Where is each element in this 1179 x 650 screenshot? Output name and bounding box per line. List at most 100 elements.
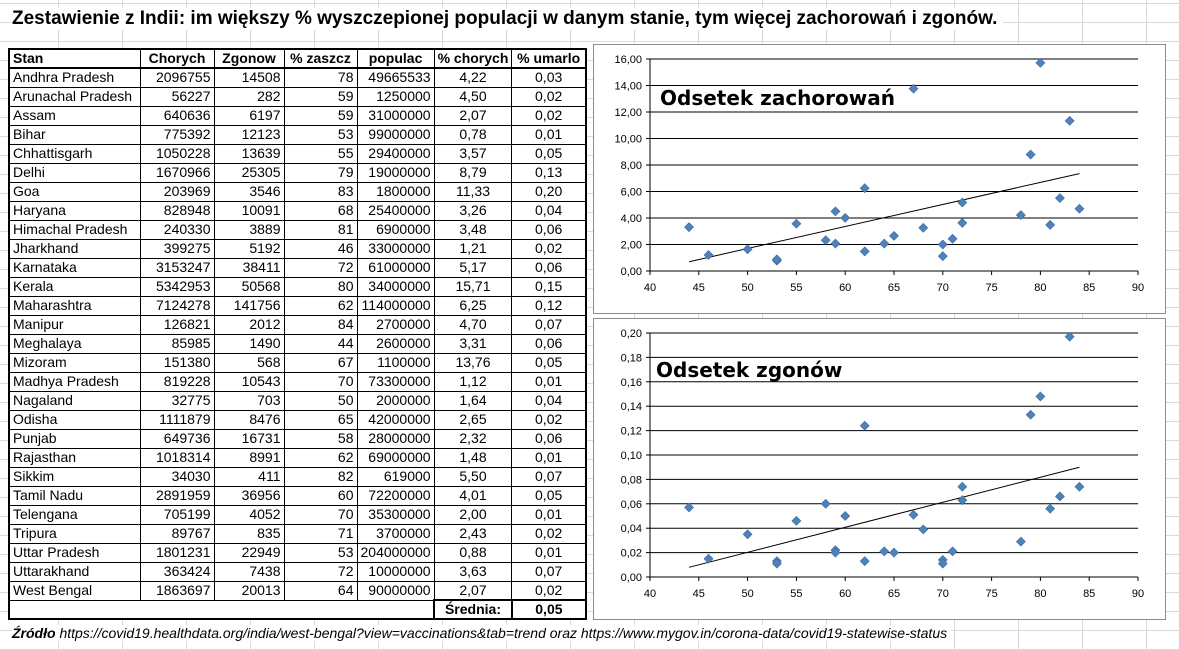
y-tick-label: 0,10 bbox=[621, 450, 642, 462]
data-table: Stan Chorych Zgonow % zaszcz populac % c… bbox=[8, 48, 587, 620]
x-tick-label: 60 bbox=[839, 282, 851, 294]
cell-pct-umarlo: 0,02 bbox=[511, 105, 587, 126]
cell-populac: 61000000 bbox=[356, 257, 435, 278]
cell-populac: 2700000 bbox=[356, 314, 435, 335]
cell-pct-chorych: 5,50 bbox=[433, 466, 513, 487]
data-point bbox=[879, 546, 890, 557]
cell-chorych: 85985 bbox=[139, 333, 215, 354]
cell-pct-chorych: 4,50 bbox=[433, 86, 513, 107]
chart-deaths: 0,00 0,02 0,04 0,06 0,08 0,10 0,12 0,14 0,16 0,18… bbox=[593, 318, 1166, 620]
table-row: West Bengal 1863697 20013 64 90000000 2,07 0,0… bbox=[8, 580, 587, 601]
table-row: Tamil Nadu 2891959 36956 60 72200000 4,01 0,05 bbox=[8, 485, 587, 506]
x-tick-label: 70 bbox=[937, 588, 949, 600]
cell-zgonow: 1490 bbox=[213, 333, 285, 354]
cell-stan: Punjab bbox=[8, 428, 141, 449]
cell-populac: 28000000 bbox=[356, 428, 435, 449]
cell-pct-chorych: 4,70 bbox=[433, 314, 513, 335]
cell-chorych: 819228 bbox=[139, 371, 215, 392]
cell-pct-chorych: 3,26 bbox=[433, 200, 513, 221]
table-row: Goa 203969 3546 83 1800000 11,33 0,20 bbox=[8, 181, 587, 202]
data-point bbox=[771, 558, 782, 569]
cell-pct-umarlo: 0,02 bbox=[511, 409, 587, 430]
cell-pct-umarlo: 0,01 bbox=[511, 447, 587, 468]
cell-zgonow: 25305 bbox=[213, 162, 285, 183]
cell-chorych: 705199 bbox=[139, 504, 215, 525]
y-tick-label: 4,00 bbox=[621, 213, 642, 225]
cell-pct-chorych: 1,21 bbox=[433, 238, 513, 259]
cell-populac: 114000000 bbox=[356, 295, 435, 316]
cell-stan: Delhi bbox=[8, 162, 141, 183]
cell-zgonow: 282 bbox=[213, 86, 285, 107]
data-point bbox=[840, 212, 851, 223]
table-row: Nagaland 32775 703 50 2000000 1,64 0,04 bbox=[8, 390, 587, 411]
data-point bbox=[1015, 210, 1026, 221]
data-point bbox=[908, 83, 919, 94]
x-tick-label: 80 bbox=[1034, 282, 1046, 294]
x-tick-label: 45 bbox=[693, 588, 705, 600]
table-row: Andhra Pradesh 2096755 14508 78 49665533 4,22… bbox=[8, 67, 587, 88]
cell-zaszcz: 65 bbox=[283, 409, 358, 430]
cell-zaszcz: 70 bbox=[283, 504, 358, 525]
cell-pct-umarlo: 0,13 bbox=[511, 162, 587, 183]
cell-zaszcz: 84 bbox=[283, 314, 358, 335]
cell-zgonow: 20013 bbox=[213, 580, 285, 601]
table-row: Assam 640636 6197 59 31000000 2,07 0,02 bbox=[8, 105, 587, 126]
data-point bbox=[820, 498, 831, 509]
cell-pct-umarlo: 0,12 bbox=[511, 295, 587, 316]
cell-chorych: 1111879 bbox=[139, 409, 215, 430]
cell-chorych: 3153247 bbox=[139, 257, 215, 278]
cell-chorych: 203969 bbox=[139, 181, 215, 202]
data-point bbox=[840, 511, 851, 521]
y-tick-label: 6,00 bbox=[621, 187, 642, 199]
table-row: Telengana 705199 4052 70 35300000 2,00 0,01 bbox=[8, 504, 587, 525]
y-tick-label: 0,14 bbox=[621, 401, 642, 413]
table-header-row: Stan Chorych Zgonow % zaszcz populac % c… bbox=[8, 48, 587, 69]
table-row: Tripura 89767 835 71 3700000 2,43 0,02 bbox=[8, 523, 587, 544]
cell-stan: Assam bbox=[8, 105, 141, 126]
data-point bbox=[1064, 331, 1075, 342]
cell-chorych: 399275 bbox=[139, 238, 215, 259]
x-tick-label: 85 bbox=[1083, 282, 1095, 294]
cell-pct-umarlo: 0,01 bbox=[511, 542, 587, 563]
cell-chorych: 89767 bbox=[139, 523, 215, 544]
cell-pct-umarlo: 0,02 bbox=[511, 238, 587, 259]
source-note: Źródło https://covid19.healthdata.org/in… bbox=[12, 625, 952, 641]
cell-pct-umarlo: 0,03 bbox=[511, 67, 587, 88]
data-point bbox=[1064, 115, 1075, 126]
data-point bbox=[742, 244, 753, 255]
table-row: Uttarakhand 363424 7438 72 10000000 3,63 0,07 bbox=[8, 561, 587, 582]
chart-deaths-svg: 0,00 0,02 0,04 0,06 0,08 0,10 0,12 0,14 0,16 0,18… bbox=[621, 328, 1145, 600]
cell-stan: Telengana bbox=[8, 504, 141, 525]
cell-populac: 10000000 bbox=[356, 561, 435, 582]
cell-populac: 619000 bbox=[356, 466, 435, 487]
cell-chorych: 7124278 bbox=[139, 295, 215, 316]
data-point bbox=[1025, 409, 1036, 420]
chart-cases: 0,00 2,00 4,00 6,00 8,00 10,00 12,00 14,00 16,00… bbox=[593, 44, 1166, 314]
y-tick-label: 0,04 bbox=[621, 523, 642, 535]
cell-pct-umarlo: 0,02 bbox=[511, 580, 587, 601]
x-tick-label: 55 bbox=[790, 588, 802, 600]
table-row: Karnataka 3153247 38411 72 61000000 5,17 0,06 bbox=[8, 257, 587, 278]
cell-populac: 6900000 bbox=[356, 219, 435, 240]
cell-chorych: 640636 bbox=[139, 105, 215, 126]
cell-pct-umarlo: 0,05 bbox=[511, 143, 587, 164]
cell-stan: Jharkhand bbox=[8, 238, 141, 259]
cell-zaszcz: 83 bbox=[283, 181, 358, 202]
cell-zgonow: 10091 bbox=[213, 200, 285, 221]
cell-pct-chorych: 3,63 bbox=[433, 561, 513, 582]
cell-zgonow: 3546 bbox=[213, 181, 285, 202]
cell-populac: 33000000 bbox=[356, 238, 435, 259]
cell-pct-chorych: 2,07 bbox=[433, 105, 513, 126]
cell-zgonow: 4052 bbox=[213, 504, 285, 525]
table-row: Jharkhand 399275 5192 46 33000000 1,21 0,02 bbox=[8, 238, 587, 259]
data-point bbox=[1054, 491, 1065, 502]
y-tick-label: 14,00 bbox=[614, 81, 642, 93]
data-point bbox=[684, 222, 694, 233]
cell-chorych: 1050228 bbox=[139, 143, 215, 164]
cell-chorych: 32775 bbox=[139, 390, 215, 411]
cell-zgonow: 3889 bbox=[213, 219, 285, 240]
data-point bbox=[859, 246, 870, 257]
table-row: Bihar 775392 12123 53 99000000 0,78 0,01 bbox=[8, 124, 587, 145]
cell-zaszcz: 67 bbox=[283, 352, 358, 373]
cell-chorych: 5342953 bbox=[139, 276, 215, 297]
